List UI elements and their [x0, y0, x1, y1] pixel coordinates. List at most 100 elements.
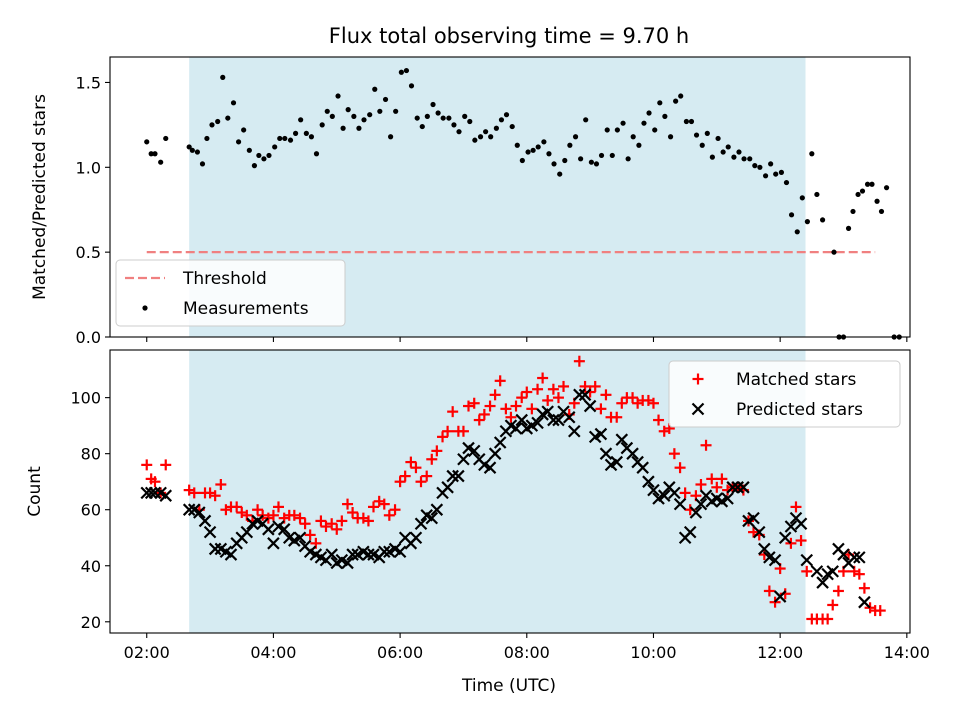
data-point	[837, 548, 850, 561]
data-point	[752, 163, 758, 169]
data-point	[230, 100, 237, 106]
data-point	[193, 506, 206, 519]
data-point	[362, 548, 375, 561]
data-point	[773, 171, 779, 177]
data-point	[457, 452, 470, 466]
data-point	[319, 122, 325, 128]
data-point	[525, 149, 531, 155]
data-point	[298, 117, 304, 123]
data-point	[304, 529, 316, 541]
data-point	[308, 134, 315, 140]
data-point	[547, 383, 559, 395]
data-point	[737, 481, 750, 494]
data-point	[430, 101, 436, 108]
data-point	[144, 139, 150, 145]
data-point	[768, 161, 774, 167]
data-point	[526, 403, 538, 415]
data-point	[532, 383, 544, 395]
data-point	[224, 548, 238, 561]
data-point	[440, 115, 446, 121]
data-point	[457, 425, 469, 437]
data-point	[594, 427, 608, 441]
data-point	[246, 147, 252, 153]
data-point	[695, 478, 707, 490]
data-point	[451, 122, 457, 128]
data-point	[858, 595, 871, 609]
data-point	[336, 515, 348, 527]
data-point	[878, 208, 885, 215]
data-point	[204, 135, 210, 142]
data-point	[215, 118, 221, 125]
data-point	[408, 83, 415, 89]
data-point	[700, 439, 712, 451]
data-point	[673, 497, 687, 511]
data-point	[816, 576, 829, 589]
data-point	[800, 553, 814, 567]
data-point	[652, 127, 658, 133]
data-point	[831, 249, 837, 255]
data-point	[430, 503, 444, 516]
data-point	[426, 453, 438, 465]
data-point	[683, 118, 690, 125]
data-point	[159, 489, 173, 502]
data-point	[473, 414, 485, 426]
data-point	[315, 515, 327, 527]
data-point	[446, 469, 459, 483]
data-point	[335, 93, 341, 99]
data-point	[653, 414, 665, 426]
data-point	[489, 389, 501, 401]
data-point	[547, 413, 560, 427]
data-point	[593, 161, 600, 167]
data-point	[519, 157, 525, 164]
data-point	[752, 525, 766, 539]
data-point	[383, 509, 395, 521]
data-point	[853, 568, 865, 580]
data-point	[562, 157, 568, 164]
data-point	[225, 115, 231, 121]
data-point	[467, 444, 481, 458]
data-point	[615, 433, 629, 446]
data-point	[347, 507, 359, 519]
data-point	[282, 135, 288, 142]
data-point	[362, 515, 374, 527]
data-point	[731, 154, 737, 160]
data-point	[431, 445, 443, 457]
data-point	[251, 163, 258, 169]
data-point	[589, 380, 601, 392]
y-tick-label: 1.0	[76, 158, 101, 177]
data-point	[382, 96, 389, 103]
data-point	[468, 397, 480, 409]
data-point	[488, 134, 494, 140]
data-point	[331, 523, 343, 535]
data-point	[398, 69, 404, 75]
axes-frame	[109, 56, 911, 338]
data-point	[462, 113, 468, 119]
data-point	[583, 399, 597, 413]
data-point	[699, 142, 705, 148]
data-point	[320, 521, 332, 533]
data-point	[419, 123, 425, 130]
data-point	[467, 118, 473, 125]
data-point	[609, 152, 615, 159]
data-point	[341, 556, 354, 570]
x-tick-label: 12:00	[757, 643, 803, 662]
data-point	[763, 585, 775, 597]
data-point	[726, 481, 739, 494]
data-point	[611, 411, 623, 423]
data-point	[266, 152, 272, 159]
data-point	[299, 518, 311, 530]
data-point	[292, 130, 299, 136]
data-point	[853, 551, 866, 564]
data-point	[762, 173, 769, 179]
x-tick-label: 04:00	[250, 643, 296, 662]
data-point	[731, 481, 744, 494]
data-point	[235, 139, 242, 145]
data-point	[768, 553, 782, 567]
data-point	[657, 489, 671, 502]
data-point	[747, 511, 760, 525]
data-point	[785, 537, 797, 549]
data-point	[372, 86, 378, 92]
data-point	[604, 127, 610, 133]
data-point	[414, 517, 428, 531]
data-point	[562, 410, 576, 424]
